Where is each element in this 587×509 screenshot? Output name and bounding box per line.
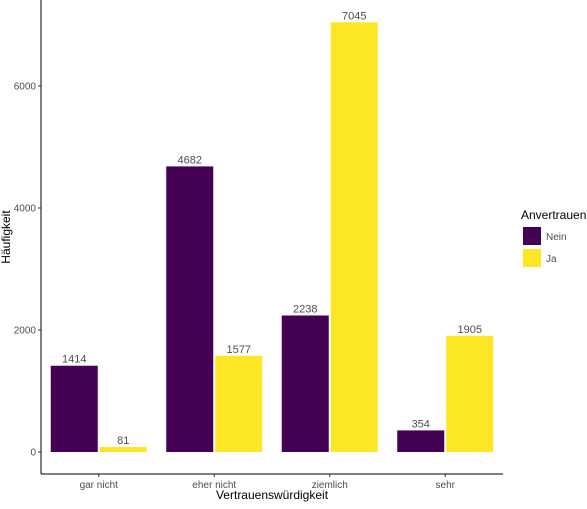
y-ticks: 0 2000 4000 6000 (14, 82, 41, 459)
data-label: 354 (412, 418, 430, 430)
bar-nein-ziemlich (281, 315, 329, 452)
data-label: 1577 (227, 344, 251, 356)
bar-ja-gar-nicht (99, 447, 147, 452)
legend-swatch-nein (523, 227, 541, 245)
bar-ja-ziemlich (330, 22, 378, 452)
legend-label-ja: Ja (546, 254, 557, 265)
x-tick-label: sehr (436, 480, 456, 491)
bar-nein-sehr (397, 430, 445, 452)
data-label: 7045 (342, 10, 366, 22)
bar-nein-eher-nicht (166, 166, 214, 452)
x-tick-label: eher nicht (192, 480, 236, 491)
legend-swatch-ja (523, 249, 541, 267)
bar-ja-sehr (446, 335, 494, 452)
x-ticks: gar nicht eher nicht ziemlich sehr (80, 474, 456, 491)
data-label: 2238 (293, 303, 317, 315)
y-axis-title: Häufigkeit (0, 210, 13, 264)
legend: Anvertrauen Nein Ja (521, 208, 586, 267)
x-tick-label: ziemlich (312, 480, 348, 491)
y-tick-label: 0 (30, 448, 36, 459)
legend-items: Nein Ja (523, 227, 567, 267)
y-tick-label: 4000 (14, 204, 37, 215)
bar-ja-eher-nicht (215, 355, 263, 452)
legend-label-nein: Nein (546, 232, 567, 243)
y-tick-label: 6000 (14, 82, 37, 93)
axes-layer (40, 0, 503, 475)
bar-nein-gar-nicht (50, 365, 98, 452)
bars-layer (50, 22, 494, 452)
legend-title: Anvertrauen (521, 208, 586, 222)
data-labels-layer: 1414 81 4682 1577 2238 7045 354 1905 (62, 10, 482, 447)
x-tick-label: gar nicht (80, 480, 119, 491)
data-label: 4682 (178, 154, 202, 166)
data-label: 1905 (458, 324, 482, 336)
y-tick-label: 2000 (14, 326, 37, 337)
x-axis-title: Vertrauenswürdigkeit (216, 488, 329, 502)
data-label: 1414 (62, 354, 86, 366)
data-label: 81 (117, 435, 129, 447)
